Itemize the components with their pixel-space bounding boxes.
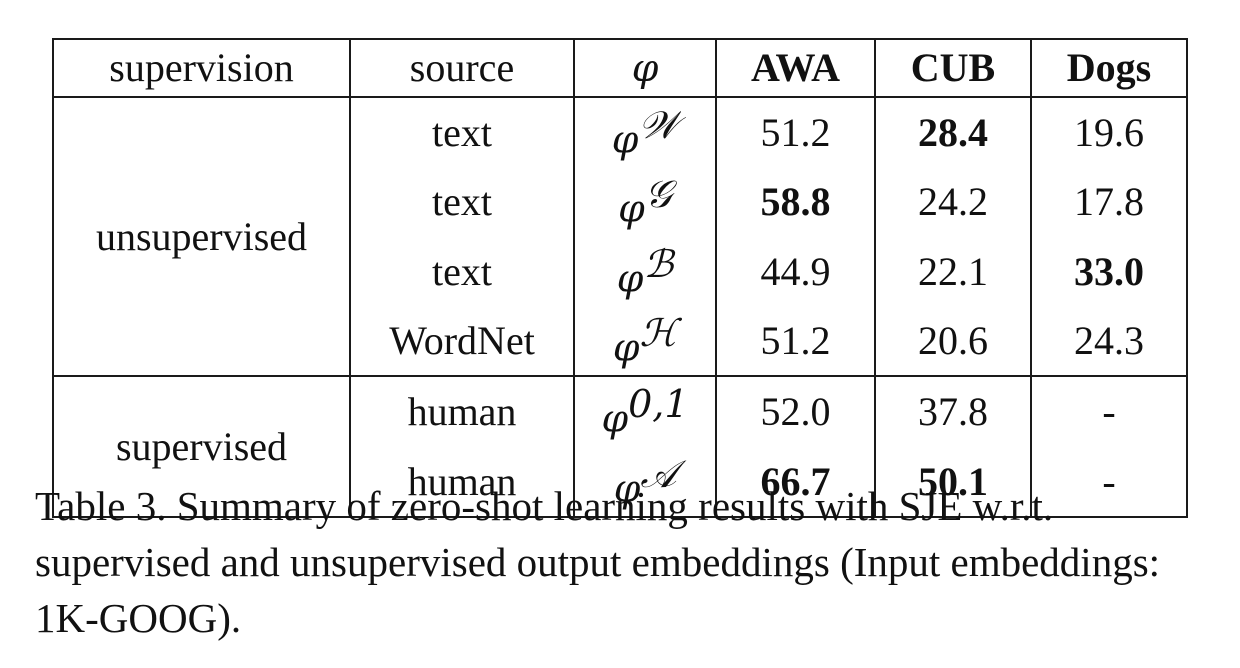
header-phi-symbol: φ (631, 46, 659, 90)
cell-cub: 50.1 (874, 446, 1032, 517)
phi-superscript: 𝒲 (638, 103, 679, 147)
results-table: supervision source φ AWA CUB Dogs unsupe… (52, 38, 1188, 518)
header-row: supervision source φ AWA CUB Dogs (52, 39, 1188, 98)
cell-source: human (349, 446, 575, 517)
cell-dogs: 33.0 (1030, 236, 1188, 306)
cell-awa: 66.7 (715, 446, 876, 517)
phi-symbol: φ (601, 396, 629, 441)
phi-superscript: 𝒢 (644, 172, 672, 217)
cell-source: human (349, 375, 575, 447)
header-dogs: Dogs (1030, 39, 1188, 98)
group-unsupervised: unsupervised (52, 97, 351, 377)
phi-superscript: 0,1 (628, 382, 689, 427)
table-row: unsupervised text φ𝒲 51.2 28.4 19.6 (52, 97, 1188, 377)
cell-awa: 51.2 (715, 97, 876, 168)
phi-superscript: 𝒜 (640, 451, 677, 496)
phi-superscript: ℋ (639, 310, 678, 355)
cell-source: text (349, 97, 575, 168)
cell-phi: φℬ (573, 236, 717, 306)
cell-phi: φ𝒜 (573, 446, 717, 517)
phi-symbol: φ (616, 255, 644, 300)
table-row: supervised human φ0,1 52.0 37.8 - (52, 375, 1188, 517)
phi-symbol: φ (612, 325, 640, 370)
cell-awa: 44.9 (715, 236, 876, 306)
cell-dogs: - (1030, 375, 1188, 447)
cell-awa: 58.8 (715, 167, 876, 237)
cell-cub: 24.2 (874, 167, 1032, 237)
cell-awa: 52.0 (715, 375, 876, 447)
table-row: text φ𝒢 58.8 24.2 17.8 (53, 167, 1188, 237)
phi-superscript: ℬ (643, 241, 674, 286)
cell-phi: φ𝒢 (573, 167, 717, 237)
phi-symbol: φ (611, 117, 639, 162)
cell-cub: 20.6 (874, 305, 1032, 377)
table-row: human φ𝒜 66.7 50.1 - (53, 446, 1188, 517)
cell-source: text (349, 167, 575, 237)
group-supervised: supervised (52, 375, 351, 517)
header-source: source (349, 39, 575, 98)
header-cub: CUB (874, 39, 1032, 98)
cell-dogs: 24.3 (1030, 305, 1188, 377)
header-awa: AWA (715, 39, 876, 98)
cell-dogs: 19.6 (1030, 97, 1188, 168)
cell-dogs: - (1030, 446, 1188, 517)
header-phi: φ (573, 39, 717, 98)
cell-source: text (349, 236, 575, 306)
cell-dogs: 17.8 (1030, 167, 1188, 237)
cell-awa: 51.2 (715, 305, 876, 377)
table-caption: Table 3. Summary of zero-shot learning r… (35, 483, 1161, 641)
cell-cub: 22.1 (874, 236, 1032, 306)
cell-source: WordNet (349, 305, 575, 377)
cell-phi: φℋ (573, 305, 717, 377)
cell-cub: 37.8 (874, 375, 1032, 447)
cell-cub: 28.4 (874, 97, 1032, 168)
phi-symbol: φ (613, 465, 641, 510)
cell-phi: φ0,1 (573, 375, 717, 447)
cell-phi: φ𝒲 (573, 97, 717, 168)
table-row: WordNet φℋ 51.2 20.6 24.3 (53, 305, 1188, 377)
phi-symbol: φ (618, 186, 645, 231)
header-supervision: supervision (52, 39, 351, 98)
table-row: text φℬ 44.9 22.1 33.0 (53, 236, 1188, 306)
